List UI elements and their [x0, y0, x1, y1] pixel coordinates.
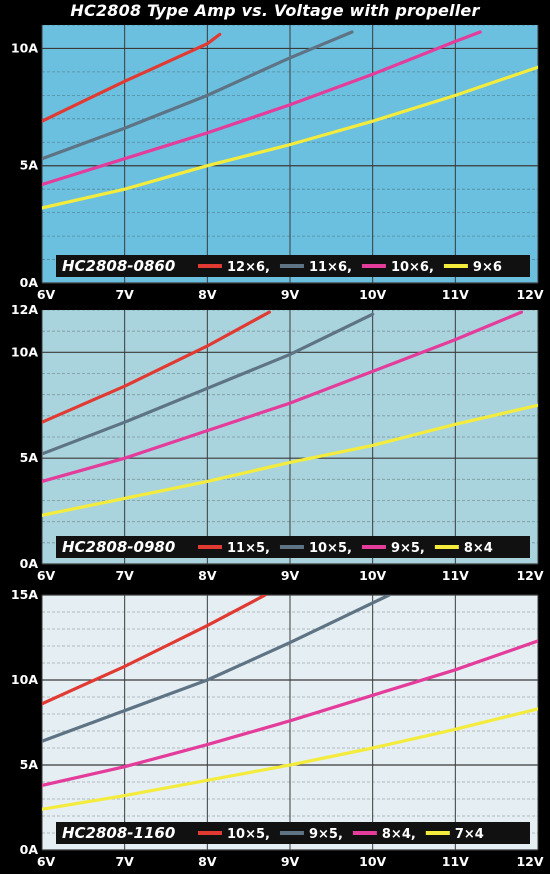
chart-panel-3: HC2808-1160 10×5, 9×5, 8×4, 7×4 0A 5A 10A 15A 6V 7… [11, 587, 544, 869]
y-tick-label: 10A [11, 344, 38, 359]
legend-entry: 11×5, [227, 541, 270, 556]
x-tick-label: 8V [198, 854, 217, 869]
x-tick-label: 10V [359, 568, 386, 583]
x-tick-label: 12V [516, 854, 543, 869]
legend-entry: 8×4, [382, 827, 416, 842]
legend-entry: 10×5, [309, 541, 352, 556]
legend-model-label: HC2808-0860 [62, 257, 175, 275]
series-line-2 [42, 30, 354, 161]
legend-entry: 12×6, [227, 260, 270, 275]
x-tick-label: 11V [442, 287, 469, 302]
x-tick-label: 11V [442, 568, 469, 583]
x-tick-label: 12V [516, 287, 543, 302]
series-line-1 [42, 310, 271, 424]
series-line-4 [42, 403, 538, 517]
x-tick-label: 10V [359, 854, 386, 869]
legend-model-label: HC2808-1160 [62, 824, 175, 842]
x-tick-label: 10V [359, 287, 386, 302]
y-tick-label: 10A [11, 672, 38, 687]
y-tick-label: 10A [11, 40, 38, 55]
y-tick-label: 15A [11, 587, 38, 602]
series-line-1 [42, 32, 222, 123]
series-line-3 [42, 310, 524, 484]
x-tick-label: 6V [37, 287, 56, 302]
series-line-4 [42, 65, 538, 210]
x-tick-label: 6V [37, 568, 56, 583]
series-line-2 [42, 312, 375, 456]
legend-entry: 10×5, [227, 827, 270, 842]
x-tick-label: 8V [198, 287, 217, 302]
x-tick-label: 8V [198, 568, 217, 583]
x-tick-label: 7V [115, 287, 134, 302]
y-tick-label: 0A [20, 556, 39, 571]
chart-panel-2: HC2808-0980 11×5, 10×5, 9×5, 8×4 0A 5A 10A 12A 6V… [11, 302, 544, 583]
series-line-3 [42, 30, 482, 187]
x-tick-label: 7V [115, 568, 134, 583]
legend-entry: 9×5, [391, 541, 425, 556]
legend-entry: 7×4 [455, 827, 484, 842]
y-tick-label: 12A [11, 302, 38, 317]
y-tick-label: 5A [20, 757, 39, 772]
x-tick-label: 9V [281, 568, 300, 583]
series-line-3 [42, 639, 538, 787]
chart-panel-1: HC2808-0860 12×6, 11×6, 10×6, 9×6 0A 5A 10A 6V 7V… [11, 24, 544, 302]
y-tick-label: 0A [20, 842, 39, 857]
x-tick-label: 12V [516, 568, 543, 583]
x-tick-label: 11V [442, 854, 469, 869]
legend-entry: 8×4 [464, 541, 493, 556]
legend-entry: 10×6, [391, 260, 434, 275]
x-tick-label: 7V [115, 854, 134, 869]
y-tick-label: 5A [20, 450, 39, 465]
x-tick-label: 9V [281, 854, 300, 869]
legend-entry: 9×5, [309, 827, 343, 842]
x-tick-label: 6V [37, 854, 56, 869]
chart-title: HC2808 Type Amp vs. Voltage with propell… [70, 1, 480, 20]
y-tick-label: 0A [20, 275, 39, 290]
legend-entry: 11×6, [309, 260, 352, 275]
legend-model-label: HC2808-0980 [62, 538, 175, 556]
x-tick-label: 9V [281, 287, 300, 302]
series-line-1 [42, 595, 267, 706]
y-tick-label: 5A [20, 158, 39, 173]
series-line-4 [42, 707, 538, 811]
series-line-2 [42, 595, 391, 743]
legend-entry: 9×6 [473, 260, 502, 275]
